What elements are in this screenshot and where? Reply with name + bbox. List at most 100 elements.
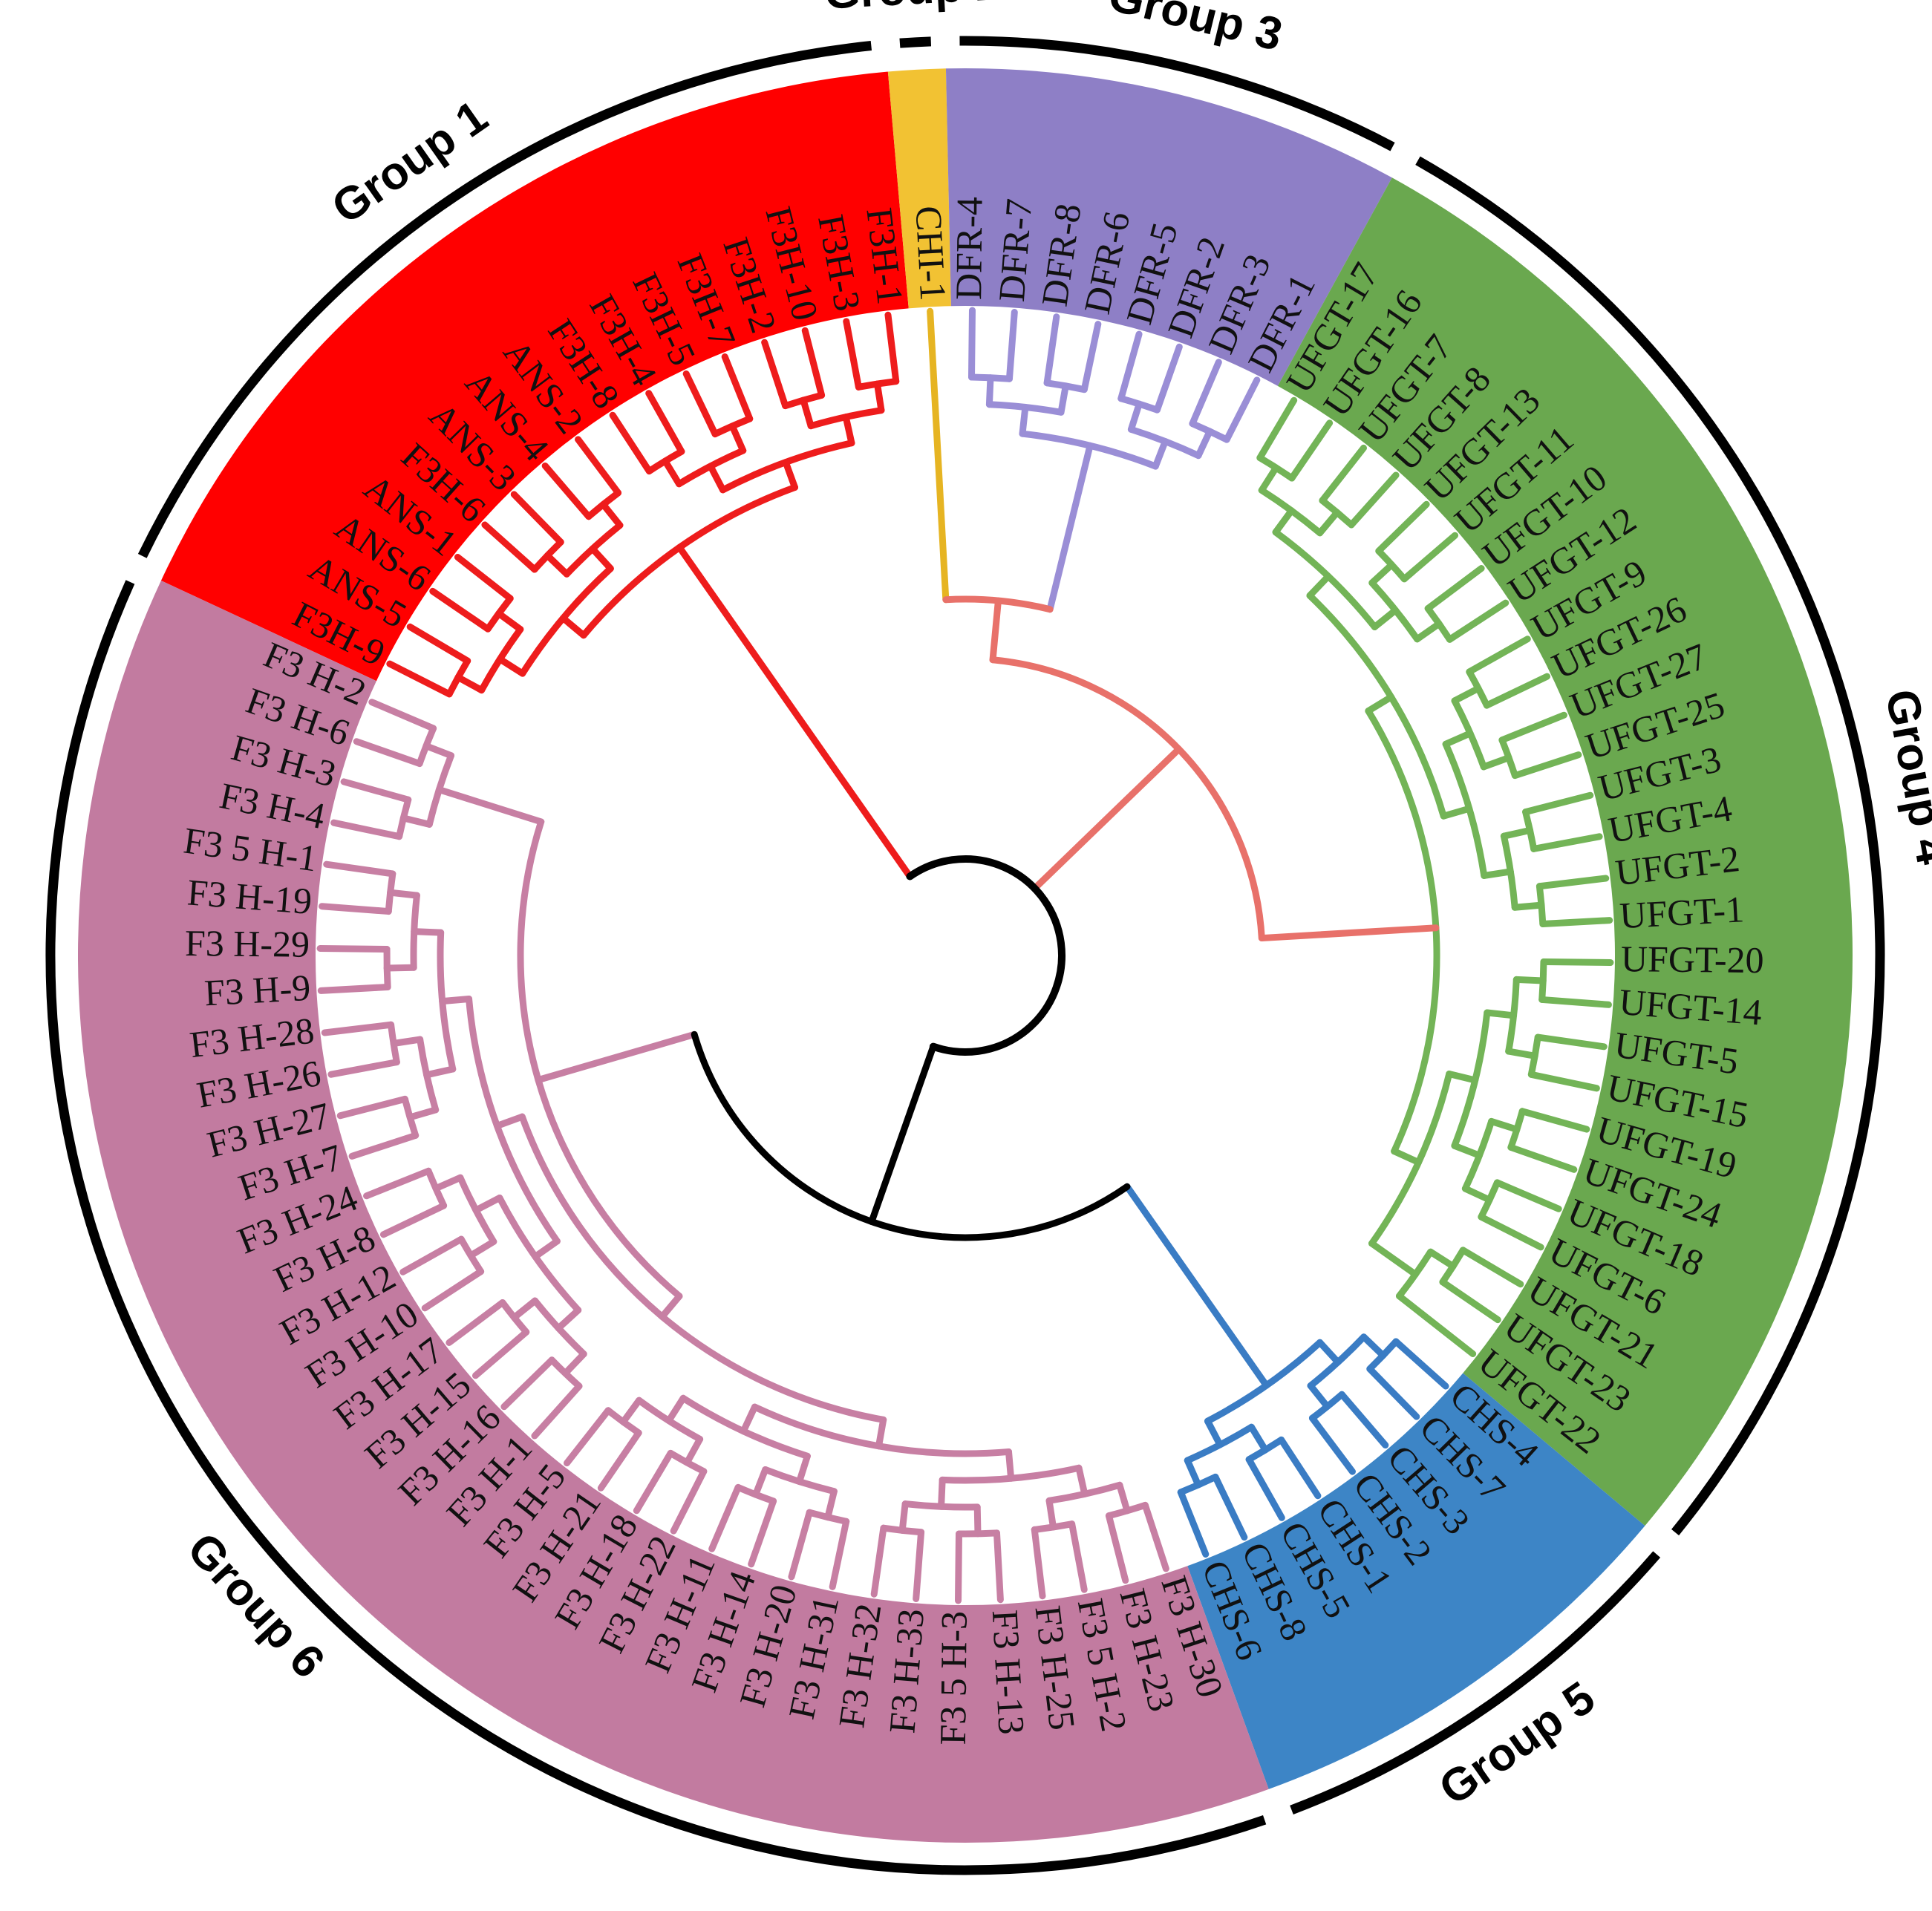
group-6-branch	[1141, 1501, 1169, 1572]
group-6-branch	[399, 1235, 465, 1275]
group-1-branch	[510, 491, 564, 546]
group-1-branch	[495, 610, 524, 633]
group-1-branch	[801, 327, 826, 399]
leaf-label-ufgt-20: UFGT-20	[1621, 938, 1764, 981]
group-6-branch	[875, 1416, 887, 1450]
group-4-branch	[1483, 673, 1551, 709]
group-4-branch	[1451, 685, 1482, 705]
group-6-branch	[439, 995, 473, 1005]
group-6-branch	[973, 1503, 982, 1538]
group-6-branch	[748, 1497, 777, 1568]
group-3-branch	[1153, 343, 1183, 414]
group-6-branch	[1075, 1464, 1089, 1497]
group-4-arc	[1415, 156, 1885, 1536]
group-1-branch	[481, 521, 538, 573]
group-6-band	[78, 580, 1269, 1843]
group-4-branch	[1446, 1070, 1479, 1084]
group-4-label: Group 4	[1876, 685, 1932, 869]
group-6-branch	[563, 1407, 612, 1467]
group-1-branch	[884, 311, 900, 385]
group-6-branch	[659, 1293, 683, 1320]
group-6-branch	[379, 1202, 448, 1238]
group-4-branch	[1368, 1240, 1419, 1278]
group-1-branch	[800, 396, 815, 430]
group-6-branch	[421, 1268, 485, 1312]
group-6-branch	[422, 742, 455, 760]
group-6-branch	[1005, 1448, 1015, 1482]
group-5-branch	[1212, 1473, 1248, 1541]
group-1-branch	[454, 673, 486, 694]
group-6-branch	[740, 1403, 758, 1435]
group-5-branch	[1307, 1382, 1331, 1411]
group-6-branch	[446, 1298, 506, 1346]
group-1-branch	[843, 318, 862, 391]
group-3-branch	[1127, 400, 1143, 433]
group-6-branch	[317, 983, 391, 994]
group-4-stem	[1258, 924, 1440, 942]
group-1-branch	[541, 462, 593, 520]
group-6-branch	[597, 1429, 642, 1492]
group-6-branch	[383, 964, 417, 972]
group-3-branch	[1005, 309, 1018, 382]
group-5-branch	[1392, 1338, 1449, 1390]
group-6-branch	[619, 1396, 643, 1425]
group-1-branch	[842, 414, 855, 447]
group-6-branch	[471, 1328, 530, 1379]
group-6-branch	[829, 1518, 850, 1590]
group-6-branch	[435, 786, 545, 826]
group-5-branch	[1360, 1333, 1387, 1359]
group-1-branch	[682, 370, 719, 438]
leaf-label-dfr-7: DFR-7	[991, 197, 1040, 303]
group-6-branch	[993, 1529, 1004, 1604]
group-6-branch	[752, 1466, 769, 1498]
group-4-branch	[1368, 561, 1395, 587]
group-6-branch	[670, 1468, 708, 1535]
group-3-branch	[1117, 330, 1143, 402]
group-4-branch	[1539, 917, 1613, 928]
group-4-branch	[1522, 791, 1594, 816]
clade-2-3-stem	[989, 597, 1002, 664]
group-6-branch	[406, 1106, 440, 1121]
group-2-arc	[899, 36, 932, 48]
leaf-label-f3-5-h-3: F3 5 H-3	[932, 1611, 975, 1745]
group-4-branch	[1451, 1142, 1483, 1159]
leaf-label-f3-h-13: F3 H-13	[985, 1609, 1033, 1736]
group-4-branch	[1258, 464, 1280, 494]
group-4-branch	[1371, 607, 1399, 630]
group-5-branch	[1278, 1436, 1322, 1500]
leaf-label-f3-h-19: F3 H-19	[186, 871, 313, 922]
group-2-label: Group 2	[823, 0, 1002, 19]
group-1-branch	[575, 436, 622, 497]
group-4-branch	[1375, 500, 1430, 555]
group-6-branch	[348, 1131, 420, 1160]
leaf-label-ufgt-1: UFGT-1	[1619, 888, 1745, 936]
group-3-branch	[1152, 438, 1169, 470]
group-6-branch	[1116, 1481, 1131, 1515]
group-2-band	[887, 68, 951, 309]
group-6-branch	[336, 1095, 408, 1120]
group-6-branch	[532, 1238, 561, 1261]
group-1-stem	[676, 543, 913, 881]
group-1-arc	[137, 41, 872, 558]
group-6-branch	[788, 1509, 813, 1581]
group-1-branch	[406, 623, 471, 664]
group-6-branch	[500, 1356, 555, 1411]
leaf-label-chi-1: CHI-1	[907, 205, 954, 302]
group-6-branch	[898, 1500, 909, 1534]
group-3-branch	[967, 307, 976, 381]
group-4-branch	[1481, 868, 1514, 879]
group-4-branch	[1512, 976, 1547, 984]
group-4-branch	[1461, 1185, 1493, 1203]
group-4-branch	[1480, 754, 1512, 771]
group-6-arc	[45, 580, 1267, 1875]
group-5-branch	[1338, 1391, 1389, 1449]
group-5-branch	[1308, 1414, 1356, 1475]
group-6-branch	[411, 928, 445, 936]
group-1-branch	[454, 553, 514, 602]
group-3-branch	[1189, 359, 1222, 428]
group-4-branch	[1256, 396, 1298, 462]
group-3-arc	[959, 36, 1395, 151]
group-5-branch	[1366, 1365, 1420, 1420]
group-4-branch	[1319, 444, 1368, 504]
